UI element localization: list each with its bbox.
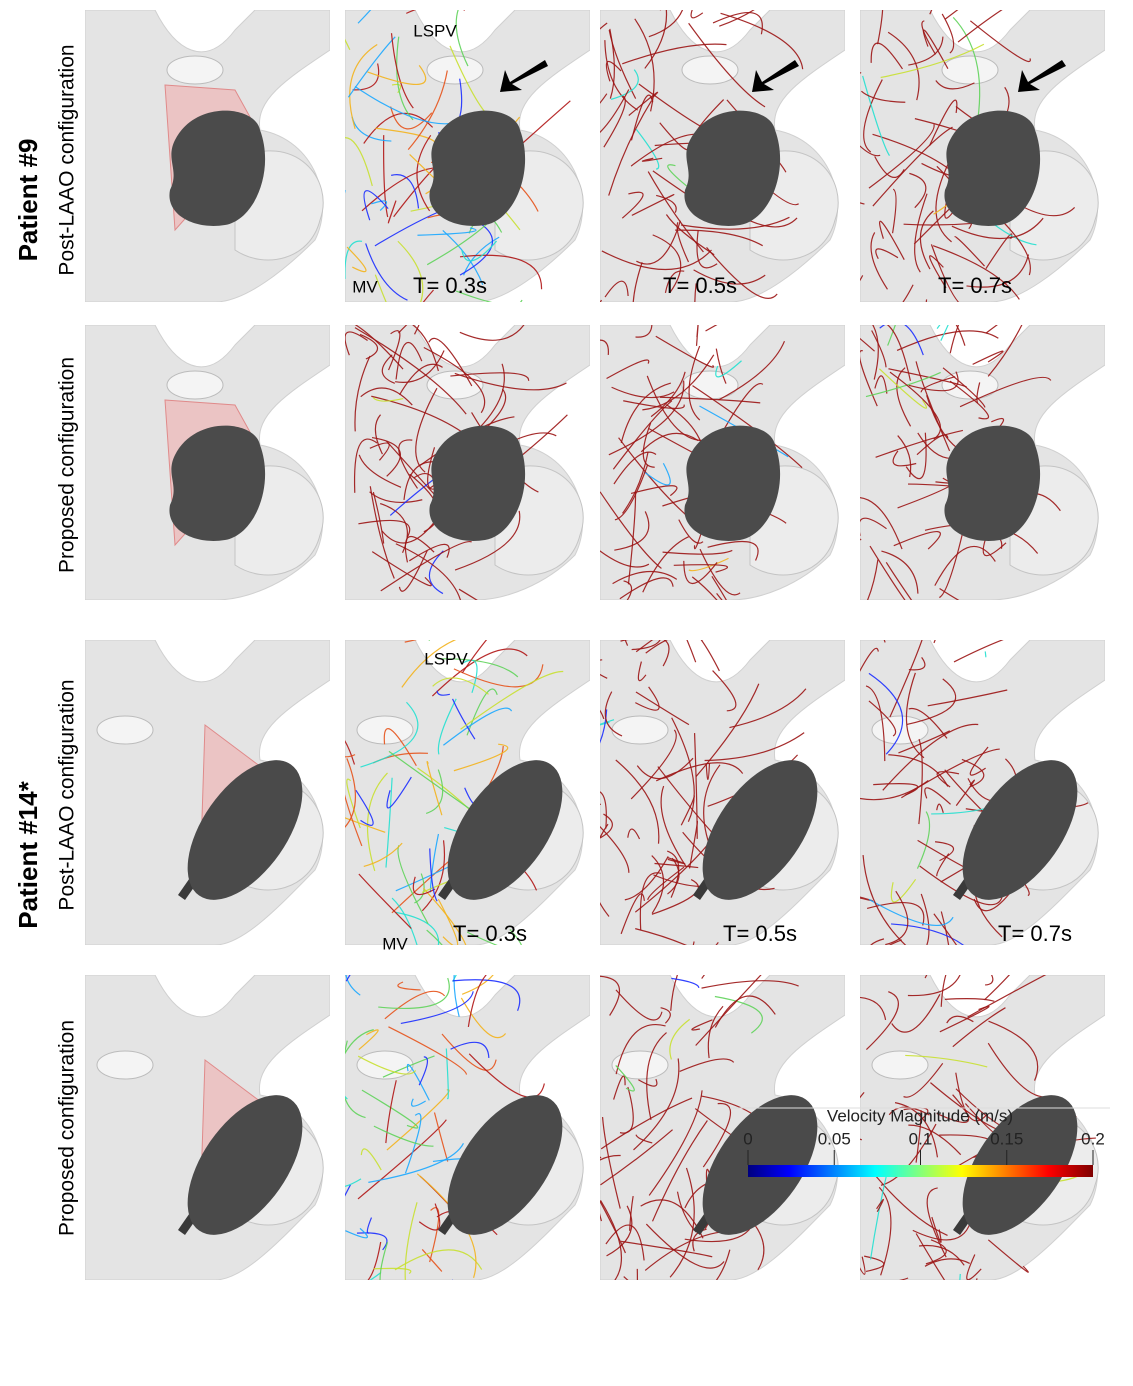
streamline [624,1277,658,1304]
colorbar-tick-label: 0.05 [818,1129,851,1148]
row-label: Proposed configuration [56,357,79,573]
pulmonary-vein [872,1051,928,1079]
streamline [950,296,976,353]
panel-content [571,289,845,634]
streamline [925,945,940,978]
time-label: T= 0.5s [723,921,797,946]
streamline [985,651,986,656]
streamline [930,0,962,14]
row-label: Post-LAAO configuration [56,44,79,275]
panel-content [85,640,330,945]
panel-content [543,0,845,367]
streamline [624,1269,637,1367]
streamline [819,275,863,325]
panel [298,920,590,1328]
pulmonary-vein [427,56,483,84]
streamline [453,940,470,982]
streamline [839,70,861,76]
colorbar-tick-label: 0 [743,1129,752,1148]
colorbar-tick-label: 0.1 [909,1129,933,1148]
panel-content [298,920,590,1328]
panel-content [575,930,845,1366]
pulmonary-vein [612,1051,668,1079]
streamline [981,961,993,985]
panel-content [821,256,1105,631]
streamline [399,631,429,641]
patient-label: Patient #9 [13,139,43,262]
pulmonary-vein [167,371,223,399]
panel [85,10,330,302]
streamline [971,1278,977,1299]
pulmonary-vein [97,1051,153,1079]
lspv-label: LSPV [424,649,468,668]
time-label: T= 0.7s [938,273,1012,298]
colorbar-tick-label: 0.2 [1081,1129,1105,1148]
panel [821,256,1105,631]
streamline [934,608,953,643]
panel-content [85,325,330,600]
panel [575,930,845,1366]
mv-label: MV [352,277,378,296]
panel [543,0,845,367]
time-label: T= 0.3s [413,273,487,298]
panel-content [85,10,330,302]
streamline [336,190,345,241]
streamline [945,999,994,1002]
streamline [691,0,703,18]
time-label: T= 0.7s [998,921,1072,946]
colorbar-title: Velocity Magnitude (m/s) [827,1106,1013,1125]
page: {"patients": [ {"label": "Patient #9", "… [0,0,1133,1381]
panels [85,0,1105,1366]
pulmonary-vein [357,716,413,744]
panel [85,325,330,600]
figure: Patient #9 Patient #14* Post-LAAO config… [0,0,1133,1381]
pulmonary-vein [612,716,668,744]
mv-label: MV [382,934,408,953]
streamline [937,310,953,340]
panel [85,975,330,1280]
streamline [604,0,661,10]
pulmonary-vein [942,56,998,84]
pulmonary-vein [167,56,223,84]
panel-content [85,975,330,1280]
colorbar-tick-label: 0.15 [990,1129,1023,1148]
streamline [697,321,699,346]
time-label: T= 0.5s [663,273,737,298]
colorbar-gradient [748,1165,1093,1177]
panel-content [563,581,845,989]
pulmonary-vein [357,1051,413,1079]
panel [345,311,590,653]
panel [571,289,845,634]
streamline [543,94,607,126]
time-label: T= 0.3s [453,921,527,946]
row-label: Proposed configuration [56,1020,79,1236]
streamline [452,1280,476,1329]
row-label: Post-LAAO configuration [56,679,79,910]
panel-content [345,311,590,653]
panel [85,640,330,945]
streamline [584,278,601,306]
patient-label: Patient #14* [13,780,43,928]
pulmonary-vein [97,716,153,744]
lspv-label: LSPV [413,21,457,40]
pulmonary-vein [682,56,738,84]
panel [563,581,845,989]
streamline [298,1072,348,1099]
